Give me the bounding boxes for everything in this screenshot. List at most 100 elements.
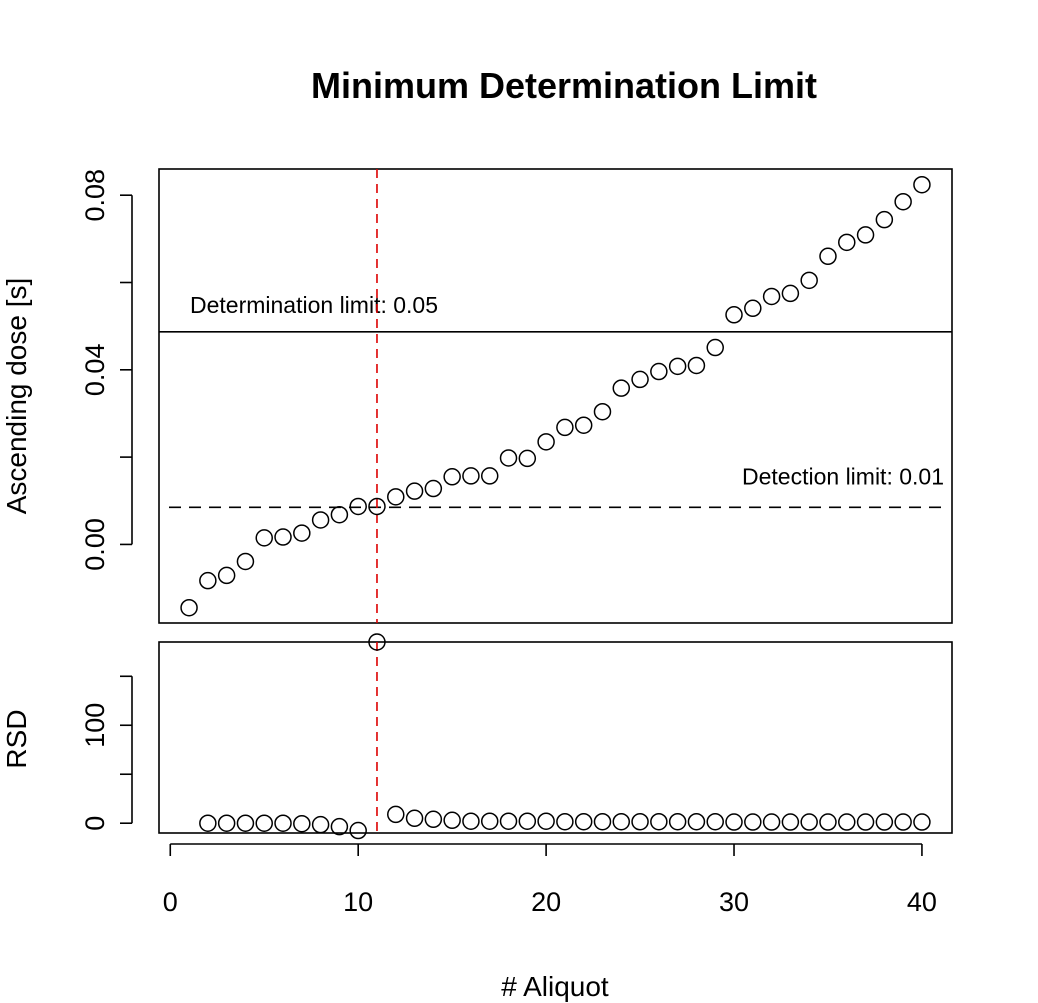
dose-point bbox=[180, 598, 198, 617]
rsd-point bbox=[293, 814, 311, 833]
dose-point bbox=[293, 524, 311, 542]
rsd-point bbox=[405, 809, 424, 828]
dose-point bbox=[556, 418, 574, 437]
dose-point bbox=[330, 505, 349, 524]
dose-point bbox=[650, 362, 668, 381]
rsd-point bbox=[800, 813, 818, 831]
rsd-point bbox=[668, 812, 687, 831]
dose-point bbox=[462, 467, 480, 485]
dose-point bbox=[349, 497, 367, 516]
rsd-point bbox=[424, 810, 443, 829]
dose-point bbox=[518, 449, 537, 468]
dose-point bbox=[894, 192, 912, 211]
dose-point bbox=[593, 402, 612, 421]
rsd-point bbox=[631, 812, 649, 831]
rsd-point bbox=[556, 812, 574, 831]
rsd-point bbox=[368, 633, 386, 651]
dose-point bbox=[612, 379, 631, 397]
dose-point bbox=[762, 287, 781, 306]
rsd-point bbox=[706, 812, 724, 831]
dose-point bbox=[217, 566, 236, 585]
dose-point bbox=[537, 433, 555, 451]
dose-point bbox=[311, 511, 330, 529]
dose-point bbox=[631, 370, 649, 389]
dose-point bbox=[405, 482, 424, 500]
rsd-point bbox=[518, 812, 537, 830]
dose-point bbox=[725, 306, 743, 324]
rsd-point bbox=[856, 813, 875, 831]
rsd-y-tick-label: 0 bbox=[80, 816, 110, 831]
dose-point bbox=[744, 299, 762, 318]
dose-point bbox=[236, 552, 255, 571]
rsd-point bbox=[650, 812, 668, 831]
dose-point bbox=[913, 175, 931, 194]
x-tick-label: 20 bbox=[531, 887, 561, 917]
dose-panel: 0.00 0.04 0.08 Determination limit: 0.05 Det… bbox=[80, 169, 952, 623]
rsd-point bbox=[913, 813, 931, 831]
dose-y-tick-label: 0.04 bbox=[80, 344, 110, 397]
dose-point bbox=[781, 284, 800, 303]
rsd-panel-frame bbox=[158, 641, 953, 834]
dose-point bbox=[687, 356, 706, 375]
dose-point bbox=[668, 357, 687, 376]
rsd-point bbox=[744, 813, 762, 831]
rsd-point bbox=[687, 812, 706, 831]
dose-point bbox=[499, 449, 518, 467]
dose-point bbox=[800, 271, 818, 290]
dose-point bbox=[856, 226, 875, 244]
rsd-point bbox=[537, 812, 555, 830]
dose-point bbox=[387, 488, 405, 506]
rsd-point bbox=[499, 812, 518, 830]
rsd-point bbox=[199, 814, 217, 832]
dose-point bbox=[443, 468, 461, 486]
x-tick-label: 30 bbox=[719, 887, 749, 917]
x-axis-label: # Aliquot bbox=[501, 971, 609, 1002]
rsd-panel: 0 100 bbox=[80, 633, 931, 840]
dose-y-tick-label: 0.08 bbox=[80, 169, 110, 222]
chart-title: Minimum Determination Limit bbox=[311, 65, 817, 106]
rsd-y-axis-label: RSD bbox=[1, 709, 32, 768]
rsd-point bbox=[274, 814, 292, 832]
rsd-point bbox=[217, 814, 236, 832]
rsd-point bbox=[462, 812, 480, 830]
dose-point bbox=[838, 233, 856, 252]
dose-point bbox=[424, 479, 443, 498]
dose-panel-frame bbox=[158, 168, 953, 624]
reference-line-label-2: Detection limit: 0.01 bbox=[742, 463, 944, 489]
reference-line-label-1: Determination limit: 0.05 bbox=[190, 292, 438, 318]
dose-point bbox=[199, 571, 217, 590]
rsd-point bbox=[593, 812, 612, 831]
rsd-point bbox=[349, 821, 367, 840]
dose-point bbox=[706, 338, 724, 357]
rsd-point bbox=[612, 812, 631, 831]
dose-point bbox=[255, 529, 273, 547]
x-axis: 0 10 20 30 40 bbox=[163, 843, 937, 917]
dose-point bbox=[875, 210, 894, 229]
rsd-point bbox=[781, 813, 800, 831]
x-tick-label: 10 bbox=[343, 887, 373, 917]
rsd-point bbox=[387, 805, 405, 824]
rsd-point bbox=[762, 813, 781, 831]
rsd-point bbox=[330, 817, 349, 836]
dose-y-axis-label: Ascending dose [s] bbox=[1, 278, 32, 515]
rsd-y-tick-label: 100 bbox=[80, 703, 110, 748]
rsd-point bbox=[443, 811, 461, 830]
x-tick-label: 40 bbox=[907, 887, 937, 917]
x-tick-label: 0 bbox=[163, 887, 178, 917]
rsd-point bbox=[875, 813, 894, 831]
dose-point bbox=[274, 528, 292, 546]
rsd-point bbox=[255, 814, 273, 832]
rsd-point bbox=[894, 813, 912, 831]
rsd-point bbox=[311, 815, 330, 834]
dose-point bbox=[480, 467, 499, 485]
dose-y-tick-label: 0.00 bbox=[80, 518, 110, 571]
rsd-point bbox=[725, 813, 743, 831]
rsd-point bbox=[819, 813, 837, 831]
rsd-point bbox=[574, 812, 593, 831]
rsd-point bbox=[236, 814, 255, 832]
dose-point bbox=[574, 416, 593, 434]
dose-point bbox=[819, 247, 837, 266]
dose-point bbox=[368, 497, 386, 516]
rsd-point bbox=[480, 812, 499, 830]
